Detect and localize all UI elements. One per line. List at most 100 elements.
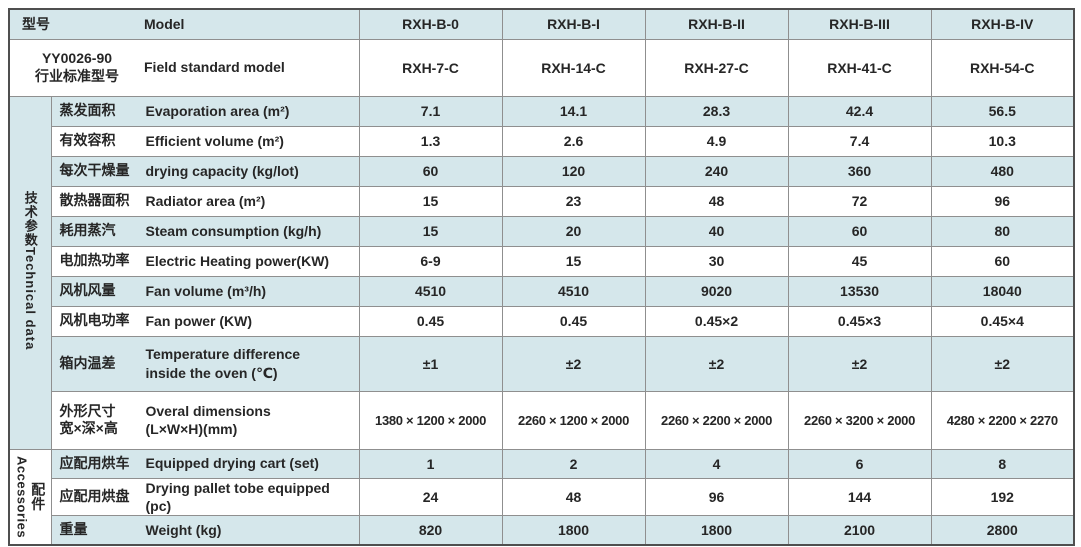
spec-value-cell: 8 — [930, 448, 1075, 479]
model-name: RXH-B-III — [787, 8, 932, 40]
spec-value-cell: 15 — [358, 185, 503, 217]
spec-label-cell: 每次干燥量 drying capacity (kg/lot) — [50, 155, 360, 187]
spec-value-cell: 4280 × 2200 × 2270 — [930, 390, 1075, 450]
spec-value-cell: 60 — [787, 215, 932, 247]
spec-value-cell: 20 — [501, 215, 646, 247]
spec-value-cell: 0.45×3 — [787, 305, 932, 337]
spec-value-cell: 2 — [501, 448, 646, 479]
spec-label-cell: 散热器面积 Radiator area (m²) — [50, 185, 360, 217]
spec-value-cell: 18040 — [930, 275, 1075, 307]
spec-label-cell: 电加热功率 Electric Heating power(KW) — [50, 245, 360, 277]
model-name: RXH-B-II — [644, 8, 789, 40]
spec-value-cell: 15 — [358, 215, 503, 247]
spec-value-cell: 45 — [787, 245, 932, 277]
spec-label-en: Equipped drying cart (set) — [145, 455, 319, 472]
spec-value-cell: 2100 — [787, 514, 932, 546]
spec-label-cn: 应配用烘车 — [59, 454, 130, 471]
spec-value-cell: 1 — [358, 448, 503, 479]
spec-value-cell: 96 — [644, 477, 789, 516]
spec-label-cn: 蒸发面积 — [59, 102, 116, 119]
standard-model-name: RXH-41-C — [787, 38, 932, 97]
spec-row: 电加热功率 Electric Heating power(KW) 6-9 15 … — [9, 245, 1075, 277]
spec-value-cell: 144 — [787, 477, 932, 516]
spec-value-cell: 96 — [930, 185, 1075, 217]
spec-label-cell: 应配用烘盘 Drying pallet tobe equipped (pc) — [50, 477, 360, 516]
standard-model-name: RXH-14-C — [501, 38, 646, 97]
spec-value-cell: 192 — [930, 477, 1075, 516]
standard-label-cn: YY0026-90 行业标准型号 — [35, 50, 119, 84]
spec-value-cell: 7.4 — [787, 125, 932, 157]
standard-model-name: RXH-27-C — [644, 38, 789, 97]
spec-value-cell: 40 — [644, 215, 789, 247]
spec-label-cell: 风机风量 Fan volume (m³/h) — [50, 275, 360, 307]
spec-table: 型号 Model RXH-B-0 RXH-B-I RXH-B-II RXH-B-… — [8, 8, 1076, 547]
model-name: RXH-B-I — [501, 8, 646, 40]
model-name: RXH-B-IV — [930, 8, 1075, 40]
spec-value-cell: 6 — [787, 448, 932, 479]
spec-row: 重量 Weight (kg) 820 1800 1800 2100 2800 — [9, 514, 1075, 546]
spec-value-cell: 14.1 — [501, 95, 646, 127]
spec-value-cell: 0.45 — [501, 305, 646, 337]
spec-label-en: Weight (kg) — [145, 522, 222, 539]
spec-row: Accessories 配件 应配用烘车 Equipped drying car… — [8, 448, 1075, 546]
spec-value-cell: 1.3 — [358, 125, 503, 157]
spec-value-cell: 72 — [787, 185, 932, 217]
model-name: RXH-B-0 — [358, 8, 503, 40]
spec-value-cell: 13530 — [787, 275, 932, 307]
spec-value-cell: 30 — [644, 245, 789, 277]
spec-value-cell: 0.45×2 — [644, 305, 789, 337]
spec-value-cell: 6-9 — [358, 245, 503, 277]
spec-label-en: Evaporation area (m²) — [145, 102, 290, 119]
spec-row: 每次干燥量 drying capacity (kg/lot) 60 120 24… — [9, 155, 1075, 187]
spec-value-cell: 360 — [787, 155, 932, 187]
spec-label-cn: 电加热功率 — [59, 252, 130, 269]
spec-label-cell: 耗用蒸汽 Steam consumption (kg/h) — [50, 215, 360, 247]
spec-value-cell: 60 — [930, 245, 1075, 277]
spec-value-cell: 1800 — [501, 514, 646, 546]
spec-value-cell: ±2 — [930, 335, 1075, 392]
spec-row: 风机风量 Fan volume (m³/h) 4510 4510 9020 13… — [9, 275, 1075, 307]
spec-label-cn: 风机电功率 — [59, 312, 130, 329]
spec-row: 散热器面积 Radiator area (m²) 15 23 48 72 96 — [9, 185, 1075, 217]
spec-row: 耗用蒸汽 Steam consumption (kg/h) 15 20 40 6… — [9, 215, 1075, 247]
spec-value-cell: 1800 — [644, 514, 789, 546]
spec-value-cell: 7.1 — [358, 95, 503, 127]
spec-value-cell: ±1 — [358, 335, 503, 392]
spec-row: 外形尺寸 宽×深×高 Overal dimensions (L×W×H)(mm)… — [9, 390, 1075, 450]
spec-label-en: Temperature difference inside the oven (… — [145, 346, 301, 381]
spec-label-cell: 箱内温差 Temperature difference inside the o… — [50, 335, 360, 392]
spec-label-en: drying capacity (kg/lot) — [145, 162, 299, 179]
accessories-side-header: Accessories 配件 — [8, 448, 52, 546]
spec-value-cell: 42.4 — [787, 95, 932, 127]
spec-value-cell: 2800 — [930, 514, 1075, 546]
spec-value-cell: 480 — [930, 155, 1075, 187]
spec-label-cn: 每次干燥量 — [59, 162, 130, 179]
spec-label-en: Fan power (KW) — [145, 312, 253, 329]
spec-label-cn: 应配用烘盘 — [59, 487, 130, 504]
spec-value-cell: ±2 — [787, 335, 932, 392]
spec-label-cell: 重量 Weight (kg) — [50, 514, 360, 546]
spec-value-cell: 23 — [501, 185, 646, 217]
spec-value-cell: 4510 — [501, 275, 646, 307]
spec-value-cell: 120 — [501, 155, 646, 187]
technical-data-side-label: 技术参数Technical data — [22, 191, 38, 351]
header-row-standard: YY0026-90 行业标准型号 Field standard model RX… — [8, 38, 1075, 97]
spec-label-en: Overal dimensions (L×W×H)(mm) — [145, 402, 271, 437]
spec-row: 箱内温差 Temperature difference inside the o… — [9, 335, 1075, 392]
spec-label-cn: 耗用蒸汽 — [59, 222, 116, 239]
spec-value-cell: 240 — [644, 155, 789, 187]
spec-row: 应配用烘盘 Drying pallet tobe equipped (pc) 2… — [9, 477, 1075, 516]
spec-value-cell: 48 — [644, 185, 789, 217]
spec-label-cn: 重量 — [59, 521, 88, 538]
spec-value-cell: 0.45×4 — [930, 305, 1075, 337]
spec-label-cn: 外形尺寸 宽×深×高 — [59, 402, 118, 437]
spec-value-cell: 24 — [358, 477, 503, 516]
standard-label-en: Field standard model — [144, 59, 285, 76]
spec-value-cell: ±2 — [644, 335, 789, 392]
spec-value-cell: 2260 × 2200 × 2000 — [644, 390, 789, 450]
spec-label-en: Fan volume (m³/h) — [145, 282, 267, 299]
spec-label-en: Efficient volume (m²) — [145, 132, 284, 149]
spec-value-cell: 4510 — [358, 275, 503, 307]
spec-value-cell: 2260 × 1200 × 2000 — [501, 390, 646, 450]
